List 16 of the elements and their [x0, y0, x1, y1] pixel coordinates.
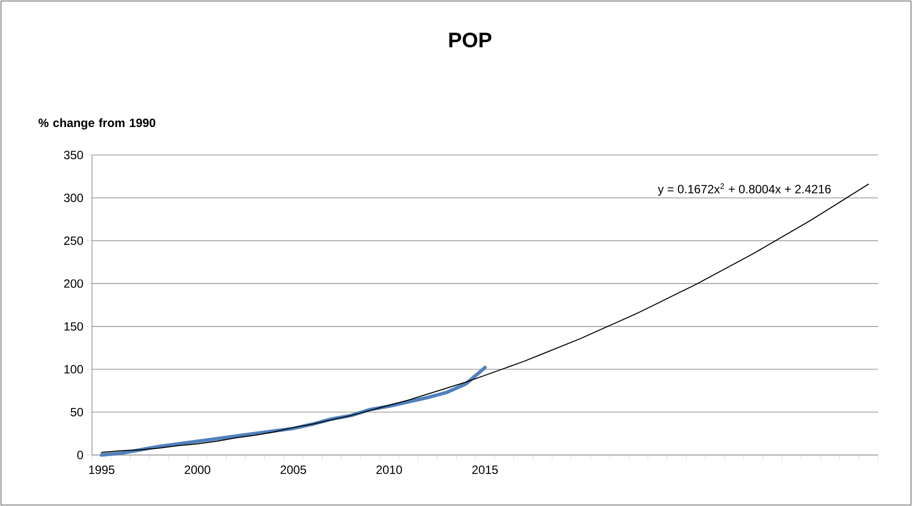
y-tick-label: 0	[77, 450, 84, 460]
x-tick-label: 2015	[472, 466, 498, 474]
y-tick-label: 50	[70, 408, 84, 416]
y-tick-label: 350	[64, 150, 84, 160]
y-tick-label: 150	[64, 322, 84, 331]
x-tick-label: 2000	[184, 466, 210, 474]
x-tick-label: 2005	[280, 466, 306, 474]
annotation: y = 0.1672x$^{2}$ + 0.8004x + 2.4216	[658, 183, 831, 196]
y-tick-label: 100	[64, 365, 84, 374]
x-tick-label: 1995	[89, 466, 114, 474]
y-tick-label: 250	[64, 236, 84, 245]
y-tick-label: 300	[64, 194, 84, 202]
y-tick-label: 200	[64, 279, 84, 288]
chart-title: POP	[449, 32, 492, 48]
x-tick-label: 2010	[376, 466, 402, 474]
y-axis-title: % change from 1990	[38, 118, 156, 130]
